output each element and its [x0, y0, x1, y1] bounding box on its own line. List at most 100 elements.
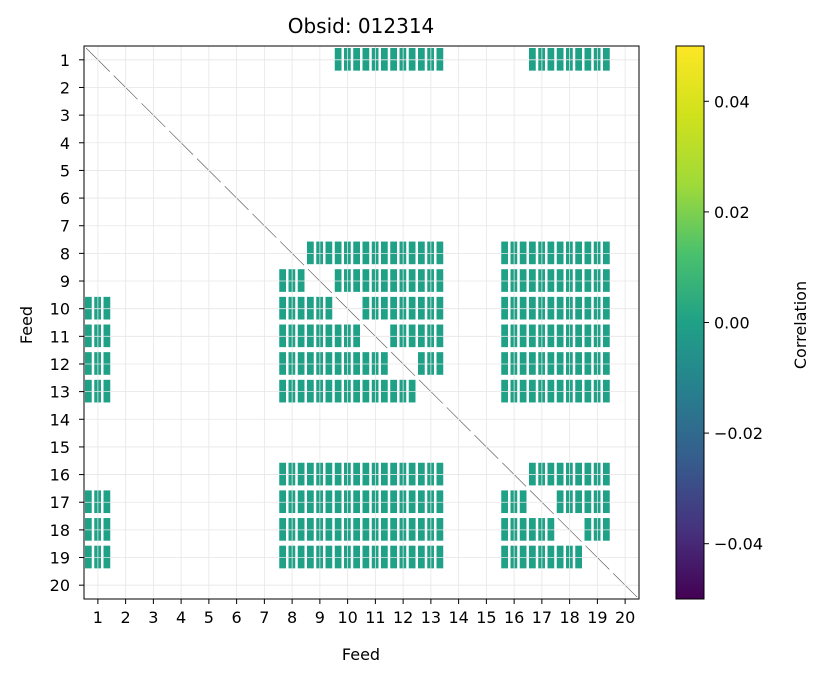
heatmap-cell — [353, 269, 360, 292]
x-tick-label: 12 — [393, 608, 413, 627]
heatmap-cell — [325, 518, 333, 541]
y-tick-label: 8 — [60, 244, 70, 263]
x-axis-label: Feed — [342, 645, 380, 664]
colorbar-tick-label: −0.04 — [714, 535, 763, 554]
heatmap-cell — [279, 296, 286, 320]
heatmap-cell — [547, 462, 555, 486]
y-axis-label: Feed — [17, 306, 36, 344]
heatmap-cell — [556, 324, 564, 348]
heatmap-cell — [85, 296, 92, 320]
heatmap-cell — [547, 296, 555, 320]
heatmap-cell — [436, 296, 444, 320]
heatmap-cell — [436, 352, 444, 375]
x-tick-label: 7 — [259, 608, 269, 627]
heatmap-cell — [353, 462, 360, 486]
heatmap-cell — [501, 518, 508, 541]
heatmap-cell — [575, 296, 582, 320]
heatmap-cell — [436, 545, 444, 569]
heatmap-cell — [408, 518, 416, 541]
heatmap-cell — [529, 518, 536, 541]
heatmap-cell — [529, 324, 536, 348]
heatmap-cell — [575, 241, 582, 265]
heatmap-cell — [362, 352, 370, 375]
x-tick-label: 4 — [176, 608, 186, 627]
y-tick-label: 16 — [50, 466, 70, 485]
heatmap-cell — [529, 462, 536, 486]
heatmap-cell — [418, 296, 425, 320]
heatmap-cell — [390, 48, 397, 71]
heatmap-cell — [418, 462, 425, 486]
heatmap-cell — [584, 241, 592, 265]
heatmap-cell — [381, 296, 388, 320]
plot-area — [83, 45, 640, 600]
heatmap-cell — [362, 490, 370, 514]
heatmap-cell — [297, 379, 305, 403]
x-tick-label: 6 — [232, 608, 242, 627]
x-tick-label: 8 — [287, 608, 297, 627]
y-tick-label: 11 — [50, 327, 70, 346]
heatmap-cell — [519, 241, 527, 265]
heatmap-cell — [501, 379, 508, 403]
x-tick-label: 2 — [121, 608, 131, 627]
heatmap-cell — [103, 324, 111, 348]
heatmap-cell — [381, 269, 388, 292]
plot-frame — [83, 45, 640, 600]
heatmap-cell — [584, 518, 592, 541]
y-tick-label: 12 — [50, 355, 70, 374]
heatmap-cell — [325, 545, 333, 569]
heatmap-cell — [501, 352, 508, 375]
heatmap-cell — [279, 462, 286, 486]
x-tick-label: 18 — [559, 608, 579, 627]
heatmap-cell — [307, 490, 314, 514]
heatmap-cell — [85, 379, 92, 403]
heatmap-cell — [575, 352, 582, 375]
x-tick-label: 13 — [421, 608, 441, 627]
heatmap-cell — [547, 269, 555, 292]
heatmap-cell — [381, 462, 388, 486]
heatmap-cell — [408, 545, 416, 569]
heatmap-cell — [556, 352, 564, 375]
heatmap-cell — [529, 269, 536, 292]
heatmap-cell — [390, 518, 397, 541]
x-tick-label: 1 — [93, 608, 103, 627]
heatmap-cell — [575, 379, 582, 403]
heatmap-cell — [418, 490, 425, 514]
heatmap-cell — [297, 462, 305, 486]
heatmap-cell — [334, 462, 342, 486]
heatmap-cell — [103, 379, 111, 403]
heatmap-cell — [519, 324, 527, 348]
heatmap-cell — [529, 352, 536, 375]
heatmap-cell — [297, 352, 305, 375]
y-tick-label: 19 — [50, 549, 70, 568]
x-tick-label: 3 — [148, 608, 158, 627]
heatmap-cell — [603, 490, 610, 514]
y-tick-label: 10 — [50, 300, 70, 319]
y-tick-label: 14 — [50, 410, 70, 429]
heatmap-cell — [307, 462, 314, 486]
heatmap-cell — [408, 379, 416, 403]
colorbar-tick-label: −0.02 — [714, 424, 763, 443]
y-tick-label: 9 — [60, 272, 70, 291]
heatmap-cell — [603, 48, 610, 71]
heatmap-cell — [325, 324, 333, 348]
heatmap-cell — [603, 324, 610, 348]
heatmap-cell — [381, 518, 388, 541]
heatmap-cell — [547, 324, 555, 348]
heatmap-cell — [325, 296, 333, 320]
heatmap-cell — [556, 490, 564, 514]
x-tick-label: 5 — [204, 608, 214, 627]
heatmap-cell — [408, 490, 416, 514]
heatmap-cell — [501, 324, 508, 348]
heatmap-cell — [519, 490, 527, 514]
heatmap-cell — [297, 269, 305, 292]
y-tick-label: 7 — [60, 217, 70, 236]
heatmap-cell — [103, 490, 111, 514]
heatmap-cell — [418, 48, 425, 71]
y-tick-label: 5 — [60, 161, 70, 180]
heatmap-cell — [279, 518, 286, 541]
heatmap-cell — [85, 324, 92, 348]
x-tick-label: 9 — [315, 608, 325, 627]
heatmap-cell — [519, 352, 527, 375]
